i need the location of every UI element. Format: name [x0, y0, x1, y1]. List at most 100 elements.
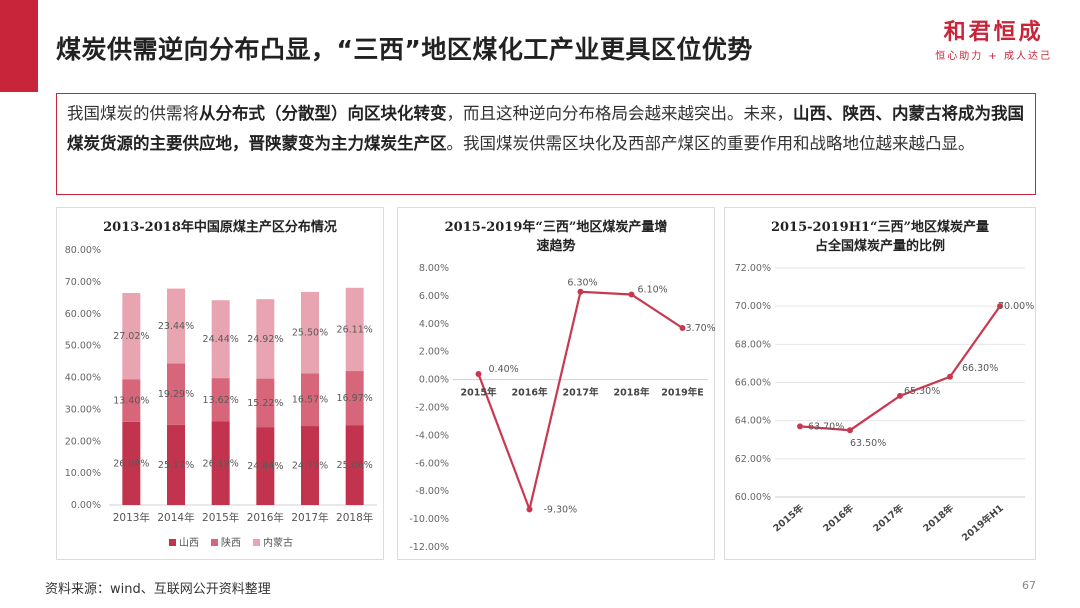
bar-segment-陕西 [301, 373, 319, 427]
y-tick-label: 60.00% [735, 492, 771, 503]
y-tick-label: 4.00% [419, 319, 449, 330]
x-tick-label: 2014年 [157, 511, 194, 524]
y-tick-label: 64.00% [735, 416, 771, 427]
y-tick-label: 0.00% [419, 375, 449, 386]
y-tick-label: 20.00% [65, 436, 101, 447]
bar-segment-陕西 [256, 378, 275, 428]
data-label: 26.08% [113, 458, 149, 469]
data-label: 65.30% [904, 386, 940, 397]
summary-highlight: 从分布式（分散型）向区块化转变 [199, 104, 447, 123]
source-note: 资料来源：wind、互联网公开资料整理 [45, 582, 271, 597]
data-point [679, 324, 686, 331]
y-tick-label: 72.00% [735, 263, 771, 274]
data-label: 66.30% [962, 363, 998, 374]
x-tick-label: 2019年H1 [960, 502, 1006, 544]
bar-segment-山西 [211, 421, 230, 505]
data-label: 24.44% [247, 461, 283, 472]
chart-title: 2015-2019H1“三西”地区煤炭产量 占全国煤炭产量的比例 [770, 220, 990, 254]
accent-bar [0, 0, 38, 92]
growth-line-chart: -12.00% -10.00% -8.00% -6.00% -4.00% -2.00% 0.… [409, 263, 716, 553]
data-label: 19.29% [158, 389, 194, 400]
legend-label: 山西 [179, 537, 199, 549]
data-point [797, 423, 803, 430]
bar-segment-内蒙古 [211, 300, 230, 379]
data-label: 25.17% [158, 460, 194, 471]
page-title: 煤炭供需逆向分布凸显，“三西”地区煤化工产业更具区位优势 [56, 35, 753, 64]
y-tick-label: 70.00% [65, 277, 101, 288]
summary-highlight: 山西、陕西、内蒙古将成为我国煤炭货源的主要供应地，晋陕蒙变为主力煤炭生产区 [67, 104, 1024, 153]
data-point [475, 371, 482, 378]
data-label: 63.50% [850, 438, 886, 449]
x-tick-label: 2015年 [771, 502, 807, 535]
y-tick-label: 2.00% [419, 347, 449, 358]
data-label: 16.97% [337, 393, 373, 404]
data-label: 6.10% [638, 285, 668, 296]
bar-segment-陕西 [122, 379, 141, 422]
chart-panel-share-ratio: 2015-2019H1“三西”地区煤炭产量 占全国煤炭产量的比例 60.00% 62… [724, 207, 1036, 560]
bar-segment-内蒙古 [345, 287, 364, 372]
y-tick-label: -10.00% [409, 514, 449, 525]
y-tick-label: 0.00% [71, 500, 101, 511]
data-label: 24.44% [203, 334, 239, 345]
x-tick-label: 2018年 [614, 387, 650, 399]
bar-segment-山西 [167, 424, 185, 505]
data-point [897, 392, 903, 399]
y-tick-label: 62.00% [735, 454, 771, 465]
bar-segment-内蒙古 [122, 293, 141, 380]
page-number: 67 [1022, 579, 1036, 592]
data-label: 3.70% [686, 323, 716, 334]
data-label: 70.00% [998, 301, 1034, 312]
y-tick-label: 80.00% [65, 245, 101, 256]
x-tick-label: 2017年 [563, 387, 599, 399]
legend-label: 陕西 [221, 536, 241, 549]
y-tick-label: -4.00% [415, 430, 449, 441]
data-label: -9.30% [544, 504, 578, 515]
data-label: 13.40% [113, 396, 149, 407]
x-tick-label: 2017年 [871, 502, 907, 535]
stacked-bar-chart: 0.00% 10.00% 20.00% 30.00% 40.00% 50.00% 60.00… [65, 245, 377, 549]
bar-segment-山西 [122, 421, 141, 505]
data-label: 24.77% [292, 461, 328, 472]
data-point [947, 373, 953, 380]
y-tick-label: 68.00% [735, 339, 771, 350]
summary-box: 我国煤炭的供需将从分布式（分散型）向区块化转变，而且这种逆向分布格局会越来越突出… [56, 93, 1036, 195]
series-line [477, 290, 684, 514]
y-tick-label: 66.00% [735, 378, 771, 389]
data-label: 0.40% [489, 364, 519, 375]
y-tick-label: 60.00% [65, 309, 101, 320]
y-tick-label: 30.00% [65, 404, 101, 415]
x-tick-label: 2016年 [247, 511, 284, 524]
legend-swatch-内蒙古 [253, 539, 260, 546]
data-point [997, 303, 1003, 310]
data-label: 26.19% [203, 458, 239, 469]
bar-segment-山西 [301, 426, 319, 505]
bar-segment-山西 [256, 427, 275, 505]
data-label: 23.44% [158, 321, 194, 332]
data-label: 16.57% [292, 395, 328, 406]
brand-name: 和君恒成 [943, 20, 1044, 45]
y-tick-label: 6.00% [419, 291, 449, 302]
x-tick-label: 2013年 [113, 511, 150, 524]
brand-logo: 和君恒成 恒心助力 + 成人达己 [935, 20, 1052, 62]
data-label: 25.06% [337, 460, 373, 471]
x-tick-label: 2015年 [202, 511, 239, 524]
data-label: 26.11% [337, 324, 373, 335]
data-point [847, 427, 853, 434]
y-tick-label: 50.00% [65, 341, 101, 352]
y-tick-label: -8.00% [415, 486, 449, 497]
chart-title: 2015-2019年“三西”地区煤炭产量增 速趋势 [444, 220, 668, 254]
x-tick-label: 2016年 [512, 387, 548, 399]
data-label: 24.92% [247, 334, 283, 345]
chart-panel-production-distribution: 2013-2018年中国原煤主产区分布情况 0.00% 10.00% 20.00% 3… [56, 207, 384, 560]
y-tick-label: -12.00% [409, 542, 449, 553]
chart-panel-growth-trend: 2015-2019年“三西”地区煤炭产量增 速趋势 -12.00% -10.00% -… [397, 207, 716, 560]
bar-segment-内蒙古 [167, 288, 185, 364]
data-point [526, 506, 533, 513]
summary-text: ，而且这种逆向分布格局会越来越突出。未来， [446, 104, 794, 123]
data-label: 27.02% [113, 331, 149, 342]
bar-segment-陕西 [345, 371, 364, 426]
y-tick-label: 70.00% [735, 301, 771, 312]
bar-segment-陕西 [167, 363, 185, 425]
x-tick-label: 2018年 [921, 502, 957, 535]
x-tick-label: 2015年 [461, 387, 497, 399]
